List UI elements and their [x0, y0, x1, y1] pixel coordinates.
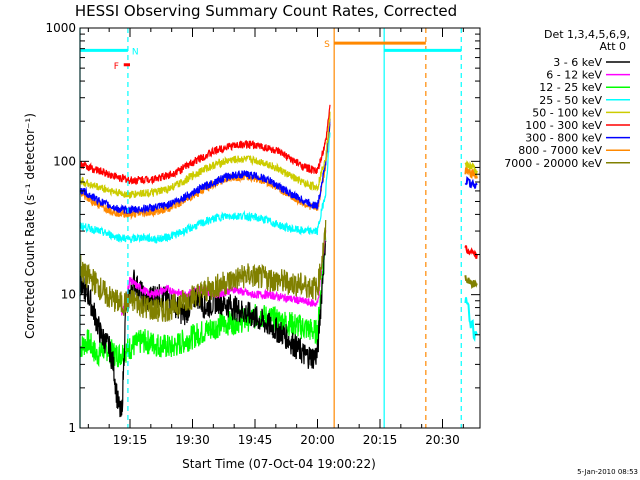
legend-entry-2: 6 - 12 keV: [546, 69, 602, 82]
plot-frame: [79, 27, 481, 429]
x-tick-label: 19:45: [238, 433, 273, 447]
y-axis-label: Corrected Count Rate (s⁻¹ detector⁻¹): [23, 113, 37, 339]
legend-entry-1: 3 - 6 keV: [553, 56, 602, 69]
x-axis-label: Start Time (07-Oct-04 19:00:22): [182, 457, 376, 471]
x-tick-label: 19:15: [113, 433, 148, 447]
timestamp: 5-Jan-2010 08:53: [577, 468, 638, 476]
late-segment-1: [464, 165, 478, 180]
series-line-8: [79, 124, 331, 221]
late-segment-2: [464, 160, 478, 177]
legend-entry-6: 100 - 300 keV: [525, 119, 602, 132]
series-line-5: [79, 111, 331, 199]
x-tick-label: 20:00: [300, 433, 335, 447]
legend-entry-7: 300 - 800 keV: [525, 132, 602, 145]
legend-entry-5: 50 - 100 keV: [532, 106, 602, 119]
series-line-9: [79, 219, 327, 322]
y-tick-label: 1000: [45, 21, 76, 35]
x-tick-label: 20:15: [363, 433, 398, 447]
y-tick-label: 10: [61, 288, 76, 302]
band-label-3: S: [324, 40, 330, 50]
late-segment-5: [464, 275, 478, 290]
series-line-3: [79, 234, 327, 368]
late-segment-6: [464, 297, 478, 342]
x-tick-label: 19:30: [175, 433, 210, 447]
late-segment-3: [464, 176, 478, 189]
y-tick-label: 100: [53, 154, 76, 168]
plot-area: N F S: [79, 28, 478, 428]
series-line-1: [79, 237, 327, 418]
y-tick-label: 1: [68, 421, 76, 435]
series-line-7: [79, 118, 331, 215]
series-line-4: [79, 132, 331, 244]
late-segment-4: [464, 245, 478, 259]
legend-entry-9: 7000 - 20000 keV: [504, 157, 602, 170]
legend-entry-8: 800 - 7000 keV: [518, 144, 602, 157]
legend-entry-3: 12 - 25 keV: [539, 81, 602, 94]
x-tick-label: 20:30: [425, 433, 460, 447]
band-label-2: F: [114, 62, 119, 72]
legend-title: Det 1,3,4,5,6,9,: [544, 28, 630, 41]
legend-subtitle: Att 0: [600, 40, 626, 53]
series-line-2: [121, 230, 327, 316]
axes: 1 10 100 1000 19:15 19:30 19:45 20:00 20:15 20:30: [45, 21, 481, 447]
legend-entry-4: 25 - 50 keV: [539, 94, 602, 107]
chart-title: HESSI Observing Summary Count Rates, Cor…: [75, 2, 457, 20]
series-line-6: [79, 104, 331, 186]
band-label-1: N: [132, 47, 139, 57]
